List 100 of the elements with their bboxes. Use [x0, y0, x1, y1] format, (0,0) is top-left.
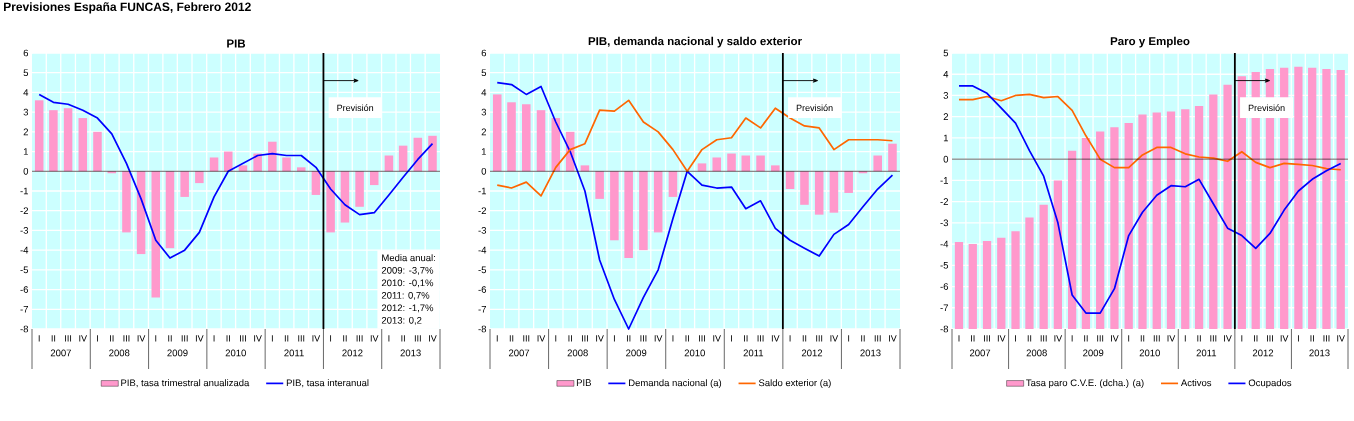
x-tick-label: 2009: [1083, 349, 1104, 357]
chart-title: PIB: [227, 39, 246, 48]
text: I: [97, 335, 98, 342]
text: II: [401, 335, 405, 342]
text: II: [110, 335, 114, 342]
legend-label: PIB, tasa trimestral anualizada: [121, 379, 250, 388]
x-tick-label: 2013: [860, 349, 881, 357]
y-tick-label: -1: [940, 177, 949, 184]
text: II: [509, 335, 514, 342]
legend-label: Tasa paro C.V.E. (dcha.) (a): [1026, 379, 1144, 389]
y-tick-label: -5: [20, 266, 29, 274]
text: III: [414, 335, 421, 342]
text: III: [240, 335, 246, 342]
text: III: [1040, 335, 1047, 342]
legend-label: Ocupados: [1248, 379, 1292, 389]
x-tick-label: 2011: [284, 349, 304, 357]
text: IV: [537, 335, 546, 342]
y-tick-label: -2: [940, 198, 949, 205]
y-tick-label: 0: [23, 167, 29, 175]
y-tick-label: 1: [481, 148, 487, 155]
text: I: [496, 335, 498, 342]
text: I: [958, 335, 960, 342]
text: III: [1267, 335, 1273, 342]
text: II: [1027, 335, 1032, 342]
text: II: [226, 335, 230, 342]
text: III: [523, 335, 530, 342]
y-tick-label: -4: [478, 246, 487, 254]
text: II: [1084, 335, 1088, 342]
x-tick-label: 2010: [684, 349, 705, 357]
text: I: [213, 335, 215, 342]
text: IV: [889, 335, 897, 342]
text: II: [1197, 335, 1201, 342]
text: I: [731, 335, 732, 342]
x-tick-label: 2011: [743, 349, 764, 357]
text: III: [757, 335, 764, 342]
text: IV: [429, 335, 437, 342]
y-tick-label: 5: [23, 69, 29, 77]
y-tick-label: -3: [940, 219, 949, 227]
y-tick-label: 3: [481, 108, 487, 116]
y-tick-label: 0: [481, 167, 487, 175]
y-tick-label: 6: [481, 49, 487, 57]
text: III: [1097, 335, 1104, 342]
text: II: [685, 335, 689, 342]
text: I: [1128, 335, 1130, 342]
x-tick-label: 2012: [801, 349, 823, 357]
text: III: [181, 335, 188, 342]
y-tick-label: 1: [23, 148, 28, 155]
text: II: [1254, 335, 1258, 342]
y-tick-label: 5: [943, 49, 949, 57]
text: IV: [195, 335, 204, 342]
y-tick-label: -4: [20, 246, 29, 254]
text: IV: [1054, 335, 1063, 342]
text: I: [613, 335, 615, 342]
text: IV: [312, 335, 321, 342]
y-tick-label: 1: [943, 134, 949, 142]
y-tick-label: -1: [478, 187, 487, 195]
y-tick-label: -8: [940, 325, 949, 333]
text: I: [848, 335, 850, 342]
text: IV: [997, 335, 1006, 342]
text: IV: [1224, 335, 1232, 342]
text: I: [1297, 335, 1299, 342]
text: III: [1323, 335, 1330, 342]
text: I: [789, 335, 791, 342]
chart-title: PIB, demanda nacional y saldo exterior: [588, 36, 802, 48]
x-tick-label: 2008: [567, 349, 588, 357]
legend-label: Activos: [1180, 379, 1212, 387]
annotation: 2011: 0,7%: [381, 291, 430, 300]
text: II: [168, 335, 172, 342]
text: III: [640, 335, 647, 342]
y-tick-label: 2: [23, 128, 28, 136]
text: I: [388, 335, 390, 342]
text: III: [874, 335, 881, 342]
annotation: 2012: -1,7%: [381, 304, 434, 313]
legend-label: Demanda nacional (a): [629, 379, 722, 389]
y-tick-label: 3: [943, 92, 949, 99]
y-tick-label: -7: [940, 304, 949, 312]
text: III: [65, 335, 72, 342]
legend-label: PIB: [576, 379, 591, 386]
text: II: [971, 335, 975, 342]
text: IV: [1167, 335, 1176, 342]
text: IV: [370, 335, 379, 342]
y-tick-label: 0: [943, 155, 949, 163]
y-tick-label: -8: [478, 325, 487, 333]
text: IV: [79, 335, 87, 342]
text: II: [1310, 335, 1314, 342]
x-tick-label: 2007: [508, 349, 530, 357]
text: IV: [1111, 335, 1119, 342]
y-tick-label: -7: [478, 306, 487, 313]
text: I: [271, 335, 273, 342]
x-tick-label: 2007: [50, 349, 71, 357]
y-tick-label: 3: [23, 108, 29, 116]
y-tick-label: 4: [481, 89, 487, 96]
text: I: [672, 335, 674, 342]
text: II: [51, 335, 56, 342]
y-tick-label: -6: [20, 286, 29, 293]
text: IV: [254, 335, 262, 342]
text: II: [744, 335, 748, 342]
text: I: [1071, 335, 1073, 342]
y-tick-label: 6: [23, 49, 29, 57]
x-tick-label: 2012: [1252, 349, 1274, 357]
